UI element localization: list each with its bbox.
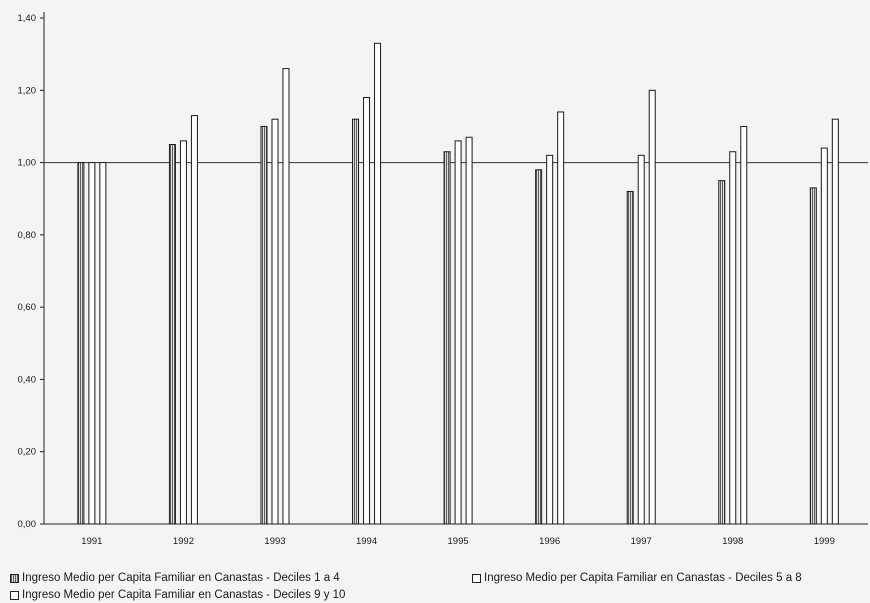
legend-swatch-deciles-9-10: [10, 590, 19, 600]
x-tick-label: 1991: [81, 536, 102, 547]
bar-1997-series-1: [626, 190, 634, 525]
bar-1993-series-3: [282, 68, 290, 525]
bar-1996-series-3: [557, 111, 565, 525]
bar-1991-series-2: [88, 162, 96, 525]
bar-1991-series-3: [99, 162, 107, 525]
legend-label-deciles-5-8: Ingreso Medio per Capita Familiar en Can…: [484, 572, 802, 584]
bar-1998-series-3: [740, 125, 748, 525]
bar-1992-series-3: [190, 115, 198, 525]
bars: [77, 42, 839, 525]
y-tick-label: 1,00: [18, 158, 37, 169]
x-tick-label: 1999: [814, 536, 835, 547]
x-tick-label: 1996: [539, 536, 560, 547]
bar-1996-series-2: [546, 154, 554, 525]
y-tick-label: 1,40: [18, 13, 37, 24]
y-tick-label: 0,80: [18, 230, 37, 241]
bar-1999-series-1: [809, 187, 817, 525]
bar-1999-series-2: [820, 147, 828, 525]
legend-item-deciles-1-4: Ingreso Medio per Capita Familiar en Can…: [10, 570, 340, 586]
y-tick-label: 1,20: [18, 85, 37, 96]
x-tick-label: 1992: [173, 536, 194, 547]
bar-1994-series-3: [374, 42, 382, 525]
bar-1997-series-3: [648, 89, 656, 525]
legend-label-deciles-1-4: Ingreso Medio per Capita Familiar en Can…: [22, 572, 340, 584]
x-tick-label: 1995: [448, 536, 469, 547]
bar-1992-series-2: [179, 140, 187, 525]
tick-labels: 0,00 0,20 0,40 0,60 0,80 1,00 1,20 1,40 1991 1992…: [18, 13, 835, 547]
bar-1999-series-3: [831, 118, 839, 525]
bar-1996-series-1: [535, 169, 543, 525]
bar-1992-series-1: [168, 144, 176, 525]
x-tick-label: 1993: [264, 536, 285, 547]
y-tick-label: 0,20: [18, 447, 37, 458]
bar-1995-series-3: [465, 136, 473, 525]
legend-label-deciles-9-10: Ingreso Medio per Capita Familiar en Can…: [22, 589, 346, 601]
bar-1998-series-2: [729, 151, 737, 525]
bar-1997-series-2: [637, 154, 645, 525]
x-tick-label: 1997: [631, 536, 652, 547]
legend-item-deciles-9-10: Ingreso Medio per Capita Familiar en Can…: [10, 587, 345, 603]
bar-1994-series-2: [363, 97, 371, 525]
legend-item-deciles-5-8: Ingreso Medio per Capita Familiar en Can…: [472, 570, 802, 586]
bar-1998-series-1: [718, 180, 726, 525]
bar-1993-series-2: [271, 118, 279, 525]
y-tick-label: 0,60: [18, 302, 37, 313]
legend-swatch-deciles-5-8: [472, 573, 481, 583]
x-tick-label: 1994: [356, 536, 377, 547]
bar-1993-series-1: [260, 125, 268, 525]
y-tick-label: 0,40: [18, 374, 37, 385]
bar-1995-series-2: [454, 140, 462, 525]
x-tick-label: 1998: [722, 536, 743, 547]
y-tick-label: 0,00: [18, 519, 37, 530]
bar-1994-series-1: [352, 118, 360, 525]
bar-1991-series-1: [77, 162, 85, 525]
bar-1995-series-1: [443, 151, 451, 525]
legend-swatch-deciles-1-4: [10, 573, 19, 583]
